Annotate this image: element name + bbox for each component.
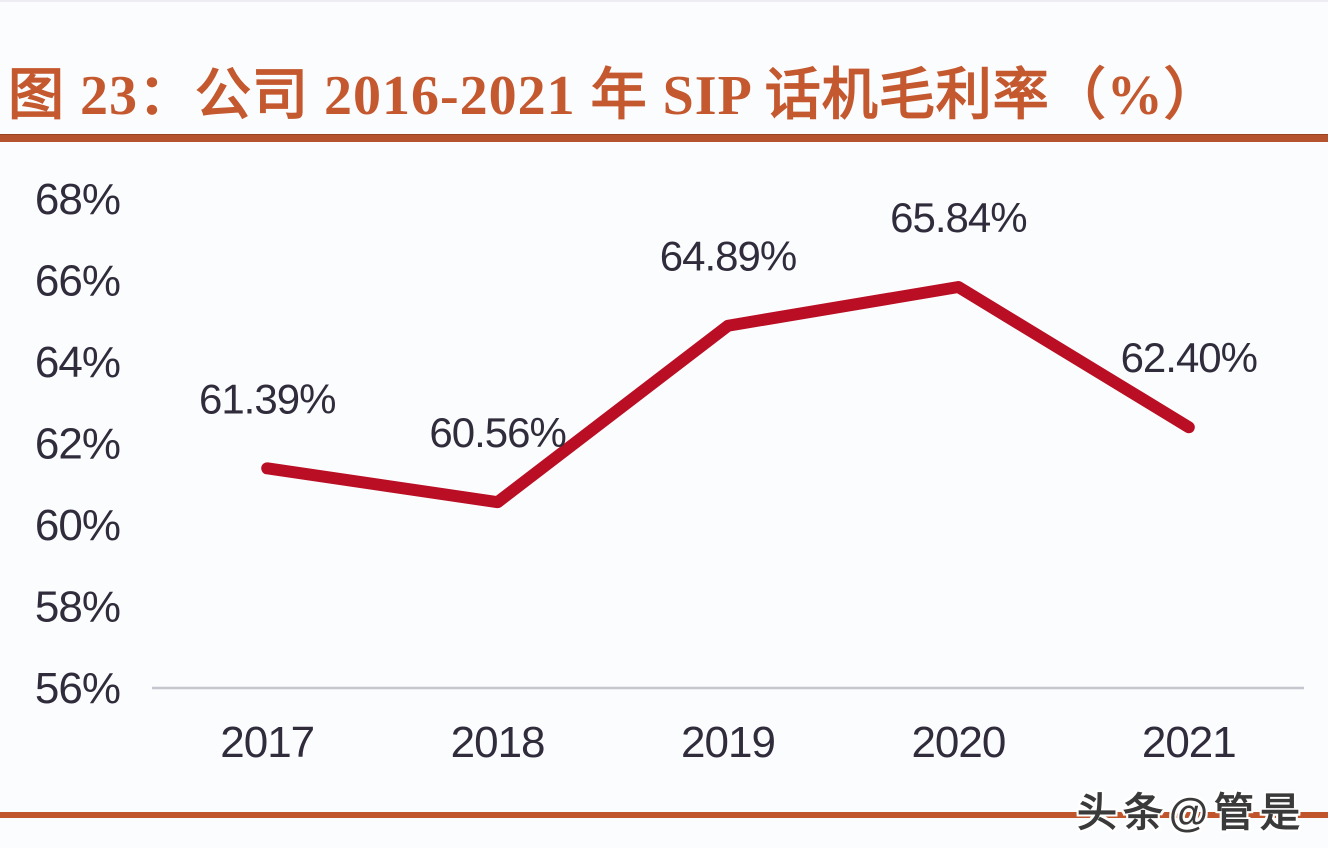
- x-tick-label: 2021: [1142, 718, 1236, 767]
- data-point-label: 62.40%: [1121, 334, 1257, 381]
- chart-title: 图 23：公司 2016-2021 年 SIP 话机毛利率（%）: [8, 65, 1221, 127]
- data-point-label: 60.56%: [429, 409, 565, 456]
- line-chart: 68% 66% 64% 62% 60% 58% 56% 61.39% 60.56% 64.89% 6…: [35, 175, 1304, 767]
- title-divider: [0, 134, 1328, 142]
- chart-header: 图 23：公司 2016-2021 年 SIP 话机毛利率（%）: [8, 60, 1320, 132]
- y-tick-label: 58%: [35, 583, 120, 632]
- y-tick-label: 60%: [35, 501, 120, 550]
- data-point-label: 61.39%: [199, 375, 335, 422]
- watermark: 头条@管是: [1076, 791, 1306, 835]
- bottom-divider: [0, 812, 1328, 818]
- x-tick-label: 2019: [681, 718, 775, 767]
- x-tick-label: 2018: [451, 718, 545, 767]
- y-tick-label: 66%: [35, 257, 120, 306]
- x-tick-label: 2017: [220, 718, 314, 767]
- x-tick-label: 2020: [911, 718, 1005, 767]
- y-tick-label: 62%: [35, 420, 120, 469]
- data-point-label: 65.84%: [890, 194, 1026, 241]
- y-tick-label: 64%: [35, 338, 120, 387]
- data-point-label: 64.89%: [660, 233, 796, 280]
- y-tick-label: 68%: [35, 175, 120, 224]
- series-line: [261, 281, 1195, 509]
- y-tick-label: 56%: [35, 664, 120, 713]
